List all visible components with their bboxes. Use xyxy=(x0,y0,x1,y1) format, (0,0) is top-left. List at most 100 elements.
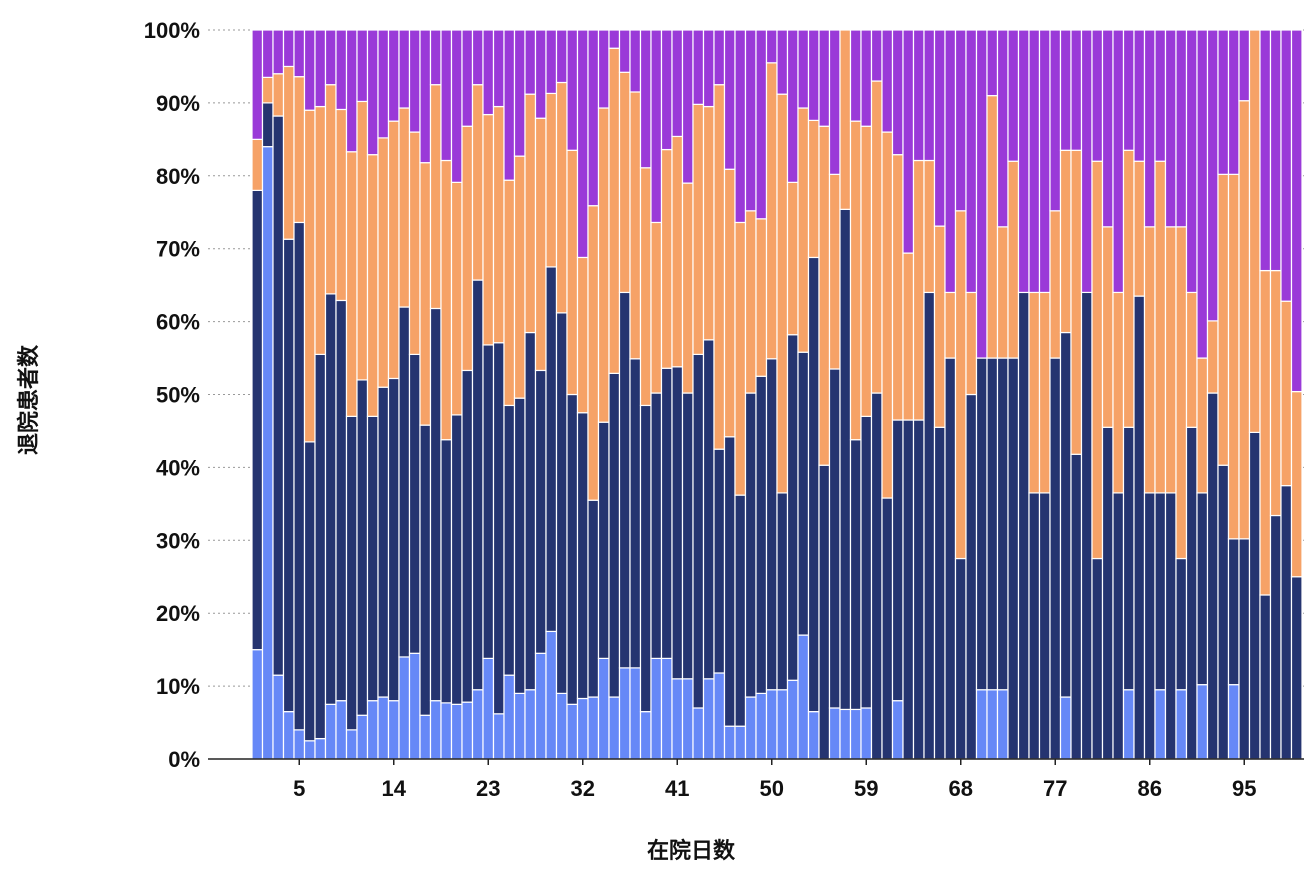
bar-segment-3 xyxy=(1290,390,1303,578)
bar-segment-2 xyxy=(839,208,852,711)
bar-segment-4 xyxy=(986,29,999,97)
bar-segment-1 xyxy=(335,700,348,760)
bar-segment-2 xyxy=(1227,538,1240,686)
bar-segment-4 xyxy=(1269,29,1282,272)
bar-segment-4 xyxy=(251,29,264,140)
bar-segment-2 xyxy=(1007,357,1020,760)
bar-segment-2 xyxy=(1059,331,1072,698)
bar-segment-2 xyxy=(335,299,348,702)
bar-segment-4 xyxy=(272,29,285,75)
bar-segment-4 xyxy=(723,29,736,170)
bar-segment-2 xyxy=(377,386,390,698)
bar-segment-1 xyxy=(503,674,516,760)
bar-segment-1 xyxy=(576,697,589,760)
bar-segment-3 xyxy=(1101,226,1114,428)
bar-segment-3 xyxy=(797,107,810,353)
bar-segment-4 xyxy=(461,29,474,127)
bar-segment-2 xyxy=(345,415,358,731)
bar-segment-4 xyxy=(975,29,988,359)
bar-segment-2 xyxy=(1280,485,1293,760)
bar-segment-2 xyxy=(366,415,379,702)
bar-segment-1 xyxy=(429,700,442,760)
bar-segment-2 xyxy=(1122,426,1135,691)
bar-segment-4 xyxy=(996,29,1009,228)
bar-segment-1 xyxy=(797,634,810,760)
bar-segment-3 xyxy=(681,182,694,394)
bar-segment-1 xyxy=(629,667,642,760)
bar-segment-2 xyxy=(482,344,495,659)
bar-segment-3 xyxy=(702,105,715,341)
bar-segment-4 xyxy=(1017,29,1030,294)
bar-segment-1 xyxy=(314,737,327,760)
bar-segment-3 xyxy=(986,95,999,359)
bar-segment-3 xyxy=(1248,29,1261,434)
bar-segment-2 xyxy=(503,404,516,676)
bar-segment-1 xyxy=(807,711,820,760)
bar-segment-2 xyxy=(807,256,820,713)
y-tick-label: 30% xyxy=(156,528,200,553)
bar-segment-2 xyxy=(776,492,789,691)
bar-segment-2 xyxy=(923,291,936,760)
bar-segment-1 xyxy=(765,689,778,760)
bar-segment-3 xyxy=(1269,269,1282,517)
bar-segment-4 xyxy=(429,29,442,86)
y-tick-label: 0% xyxy=(168,747,200,772)
bar-segment-2 xyxy=(1206,392,1219,760)
bar-segment-2 xyxy=(734,494,747,727)
bar-segment-1 xyxy=(482,657,495,760)
bar-segment-1 xyxy=(419,714,432,760)
bar-segment-4 xyxy=(881,29,894,133)
bar-segment-4 xyxy=(608,29,621,49)
bar-segment-4 xyxy=(576,29,589,259)
bar-segment-3 xyxy=(912,159,925,421)
bar-segment-1 xyxy=(1059,696,1072,760)
bar-segment-2 xyxy=(944,357,957,760)
bar-segment-3 xyxy=(660,148,673,369)
bar-segment-4 xyxy=(870,29,883,82)
bar-segment-1 xyxy=(513,692,526,760)
bar-segment-3 xyxy=(1238,100,1251,540)
bar-segment-2 xyxy=(902,419,915,760)
bar-segment-4 xyxy=(1133,29,1146,162)
bar-segment-3 xyxy=(1007,160,1020,359)
bar-segment-2 xyxy=(828,368,841,709)
bar-segment-1 xyxy=(713,672,726,760)
bar-segment-3 xyxy=(1028,291,1041,494)
bar-segment-1 xyxy=(755,692,768,760)
bar-segment-3 xyxy=(1227,173,1240,540)
bar-segment-1 xyxy=(618,667,631,760)
bar-segment-4 xyxy=(954,29,967,212)
bar-segment-4 xyxy=(303,29,316,111)
bar-segment-1 xyxy=(524,689,537,760)
bar-segment-1 xyxy=(681,678,694,760)
bar-segment-2 xyxy=(650,392,663,659)
bar-segment-1 xyxy=(849,708,862,760)
bar-segment-3 xyxy=(765,62,778,360)
bar-segment-3 xyxy=(429,84,442,310)
bar-segment-2 xyxy=(566,393,579,705)
bar-segment-2 xyxy=(356,379,369,716)
bar-segment-4 xyxy=(524,29,537,95)
bar-segment-3 xyxy=(566,149,579,396)
bar-segment-4 xyxy=(1112,29,1125,294)
bar-segment-2 xyxy=(293,221,306,731)
bar-segment-3 xyxy=(1122,149,1135,428)
bar-segment-3 xyxy=(933,225,946,428)
bar-segment-2 xyxy=(1143,492,1156,760)
bar-segment-3 xyxy=(387,120,400,380)
bar-segment-2 xyxy=(1269,514,1282,760)
bar-segment-4 xyxy=(440,29,453,162)
bar-segment-2 xyxy=(639,404,652,713)
bar-segment-3 xyxy=(923,159,936,294)
bar-segment-3 xyxy=(1038,291,1051,494)
bar-segment-3 xyxy=(303,109,316,443)
bar-segment-4 xyxy=(545,29,558,95)
bar-segment-2 xyxy=(608,372,621,698)
bar-segment-2 xyxy=(1049,357,1062,760)
y-tick-label: 80% xyxy=(156,164,200,189)
bar-segment-4 xyxy=(1007,29,1020,162)
x-tick-label: 77 xyxy=(1043,776,1067,801)
bar-segment-1 xyxy=(293,729,306,760)
bar-segment-3 xyxy=(576,256,589,414)
